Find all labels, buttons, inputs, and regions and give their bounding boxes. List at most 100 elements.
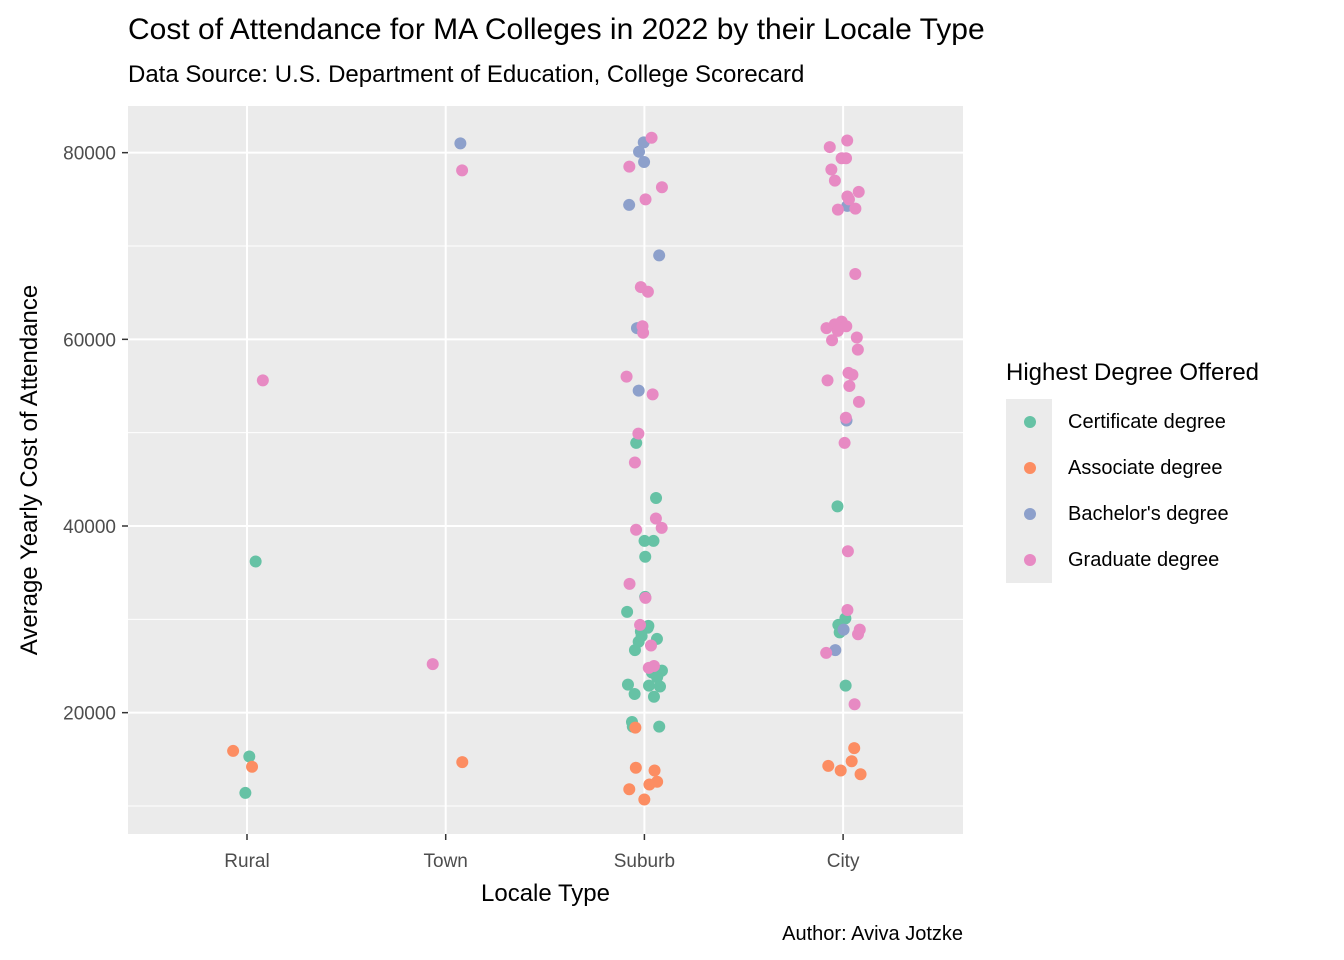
data-point-bachelor-s-degree — [638, 156, 651, 168]
data-point-bachelor-s-degree — [653, 249, 666, 262]
data-point-graduate-degree — [846, 368, 859, 381]
data-point-graduate-degree — [849, 268, 862, 280]
data-point-bachelor-s-degree — [632, 384, 645, 397]
legend-key-bachelor — [1006, 491, 1052, 537]
data-point-certificate-degree — [239, 786, 252, 799]
data-point-certificate-degree — [647, 690, 660, 703]
data-point-associate-degree — [848, 742, 861, 755]
data-point-graduate-degree — [852, 628, 865, 641]
data-point-certificate-degree — [650, 492, 663, 504]
data-point-bachelor-s-degree — [829, 644, 842, 657]
data-point-certificate-degree — [831, 500, 844, 513]
data-point-certificate-degree — [621, 678, 634, 691]
data-point-graduate-degree — [256, 374, 269, 387]
data-point-graduate-degree — [849, 202, 862, 215]
data-point-graduate-degree — [821, 374, 834, 387]
data-point-graduate-degree — [637, 326, 650, 339]
legend-dot-associate — [1024, 462, 1036, 474]
data-point-associate-degree — [834, 764, 847, 777]
grid-lines — [128, 106, 963, 834]
y-axis-title: Average Yearly Cost of Attendance — [16, 285, 43, 656]
data-point-certificate-degree — [647, 534, 660, 547]
y-tick-label: 40000 — [63, 517, 116, 538]
data-point-certificate-degree — [839, 679, 852, 692]
data-point-certificate-degree — [628, 688, 641, 700]
data-point-graduate-degree — [639, 193, 652, 206]
data-point-associate-degree — [643, 778, 656, 791]
data-point-bachelor-s-degree — [454, 137, 467, 150]
x-tick-label: City — [827, 851, 860, 872]
legend-keys: Certificate degree Associate degree Bach… — [1006, 399, 1259, 583]
data-point-certificate-degree — [628, 644, 641, 657]
data-point-associate-degree — [629, 761, 642, 774]
x-tick-label: Suburb — [614, 851, 675, 872]
author-caption: Author: Aviva Jotzke — [782, 923, 963, 945]
x-tick-label: Rural — [224, 851, 269, 872]
data-point-bachelor-s-degree — [837, 623, 850, 636]
data-point-associate-degree — [629, 721, 642, 734]
data-point-graduate-degree — [634, 618, 647, 631]
data-point-graduate-degree — [641, 285, 654, 298]
legend-key-panel — [1006, 399, 1052, 583]
data-point-graduate-degree — [838, 436, 851, 449]
data-point-graduate-degree — [841, 134, 854, 147]
data-point-graduate-degree — [632, 427, 645, 440]
data-point-graduate-degree — [820, 322, 833, 335]
data-point-certificate-degree — [635, 630, 648, 643]
data-point-graduate-degree — [831, 203, 844, 216]
legend-label-certificate: Certificate degree — [1068, 410, 1226, 433]
y-tick-label: 80000 — [63, 144, 116, 165]
axes: 20000 40000 60000 80000 Rural Town Suburb City — [63, 144, 860, 872]
data-point-associate-degree — [246, 760, 259, 773]
data-point-graduate-degree — [628, 456, 641, 469]
data-point-associate-degree — [822, 759, 835, 772]
data-point-graduate-degree — [843, 380, 856, 392]
legend-key-graduate — [1006, 537, 1052, 583]
data-points — [227, 131, 867, 806]
x-tick-label: Town — [424, 851, 468, 872]
data-point-graduate-degree — [649, 512, 662, 525]
data-point-associate-degree — [227, 744, 240, 757]
y-tick-label: 60000 — [63, 330, 116, 351]
data-point-graduate-degree — [642, 661, 655, 674]
data-point-graduate-degree — [646, 388, 659, 401]
data-point-certificate-degree — [639, 550, 652, 563]
data-point-graduate-degree — [840, 152, 853, 165]
data-point-graduate-degree — [426, 658, 439, 671]
legend-labels: Certificate degree Associate degree Bach… — [1052, 399, 1229, 583]
data-point-graduate-degree — [831, 324, 844, 337]
chart-subtitle: Data Source: U.S. Department of Educatio… — [128, 61, 805, 88]
data-point-graduate-degree — [841, 604, 854, 616]
data-point-certificate-degree — [249, 555, 262, 568]
data-point-graduate-degree — [852, 395, 865, 408]
data-point-certificate-degree — [651, 671, 664, 684]
data-point-graduate-degree — [456, 164, 469, 177]
data-point-certificate-degree — [243, 750, 256, 763]
legend-title: Highest Degree Offered — [1006, 359, 1260, 386]
data-point-graduate-degree — [620, 370, 633, 383]
legend-dot-certificate — [1024, 416, 1036, 428]
data-point-associate-degree — [456, 756, 469, 769]
data-point-graduate-degree — [823, 141, 836, 154]
legend-key-certificate — [1006, 399, 1052, 445]
data-point-graduate-degree — [623, 577, 636, 590]
legend-label-bachelor: Bachelor's degree — [1068, 502, 1229, 525]
data-point-graduate-degree — [841, 545, 854, 558]
legend-label-associate: Associate degree — [1068, 456, 1223, 479]
data-point-certificate-degree — [653, 720, 666, 733]
data-point-bachelor-s-degree — [623, 198, 636, 211]
legend: Highest Degree Offered Certificate degre… — [1006, 356, 1259, 583]
data-point-associate-degree — [648, 764, 661, 777]
legend-label-graduate: Graduate degree — [1068, 548, 1220, 571]
data-point-associate-degree — [854, 768, 867, 781]
legend-dot-graduate — [1024, 554, 1036, 566]
data-point-certificate-degree — [621, 605, 634, 618]
data-point-graduate-degree — [645, 131, 658, 144]
data-point-graduate-degree — [852, 185, 865, 198]
data-point-associate-degree — [845, 755, 858, 768]
data-point-associate-degree — [623, 783, 636, 796]
chart-title: Cost of Attendance for MA Colleges in 20… — [128, 13, 985, 46]
data-point-graduate-degree — [655, 521, 668, 534]
data-point-certificate-degree — [630, 436, 643, 449]
